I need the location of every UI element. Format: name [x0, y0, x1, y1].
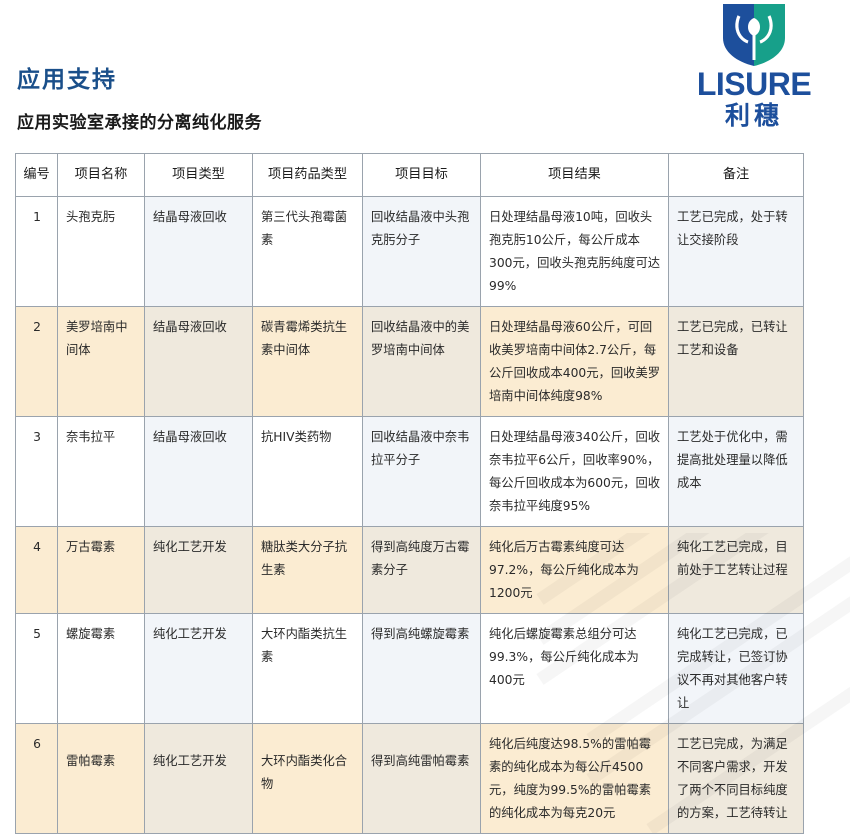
- services-table-container: 编号 项目名称 项目类型 项目药品类型 项目目标 项目结果 备注 1 头孢克肟 …: [15, 152, 804, 834]
- cell-index: 1: [15, 196, 58, 308]
- cell-name: 美罗培南中间体: [57, 306, 145, 418]
- cell-remark: 纯化工艺已完成，目前处于工艺转让过程: [668, 526, 804, 615]
- cell-type: 结晶母液回收: [144, 196, 253, 308]
- brand-chinese-name: 利穗: [724, 101, 783, 130]
- cell-goal: 得到高纯度万古霉素分子: [362, 526, 481, 615]
- cell-goal: 回收结晶液中的美罗培南中间体: [362, 306, 481, 418]
- page-title: 应用支持: [17, 66, 117, 93]
- cell-name: 螺旋霉素: [57, 613, 145, 725]
- cell-index: 4: [15, 526, 58, 615]
- cell-remark: 工艺处于优化中，需提高批处理量以降低成本: [668, 416, 804, 528]
- cell-goal: 回收结晶液中头孢克肟分子: [362, 196, 481, 308]
- cell-remark: 纯化工艺已完成，已完成转让，已签订协议不再对其他客户转让: [668, 613, 804, 725]
- column-header-name: 项目名称: [57, 152, 145, 198]
- cell-result: 纯化后纯度达98.5%的雷帕霉素的纯化成本为每公斤4500元，纯度为99.5%的…: [480, 723, 669, 834]
- column-header-type: 项目类型: [144, 152, 253, 198]
- cell-result: 纯化后螺旋霉素总组分可达99.3%，每公斤纯化成本为400元: [480, 613, 669, 725]
- cell-result: 日处理结晶母液60公斤，可回收美罗培南中间体2.7公斤，每公斤回收成本400元，…: [480, 306, 669, 418]
- column-header-drug-type: 项目药品类型: [252, 152, 363, 198]
- cell-type: 结晶母液回收: [144, 416, 253, 528]
- brand-wordmark: LISURE: [696, 66, 812, 102]
- column-header-index: 编号: [15, 152, 58, 198]
- page-subtitle: 应用实验室承接的分离纯化服务: [17, 113, 262, 133]
- cell-name: 万古霉素: [57, 526, 145, 615]
- cell-drug-type: 糖肽类大分子抗生素: [252, 526, 363, 615]
- cell-type: 结晶母液回收: [144, 306, 253, 418]
- cell-index: 5: [15, 613, 58, 725]
- cell-type: 纯化工艺开发: [144, 526, 253, 615]
- cell-result: 日处理结晶母液340公斤，回收奈韦拉平6公斤，回收率90%，每公斤回收成本为60…: [480, 416, 669, 528]
- column-header-remark: 备注: [668, 152, 804, 198]
- cell-goal: 得到高纯螺旋霉素: [362, 613, 481, 725]
- cell-drug-type: 大环内酯类抗生素: [252, 613, 363, 725]
- column-header-result: 项目结果: [480, 152, 669, 198]
- table-row: 3 奈韦拉平 结晶母液回收 抗HIV类药物 回收结晶液中奈韦拉平分子 日处理结晶…: [15, 416, 804, 528]
- shield-wheat-logo-icon: [723, 4, 785, 66]
- cell-drug-type: 碳青霉烯类抗生素中间体: [252, 306, 363, 418]
- table-row: 5 螺旋霉素 纯化工艺开发 大环内酯类抗生素 得到高纯螺旋霉素 纯化后螺旋霉素总…: [15, 613, 804, 725]
- cell-index: 6: [15, 723, 58, 834]
- cell-remark: 工艺已完成，处于转让交接阶段: [668, 196, 804, 308]
- cell-index: 3: [15, 416, 58, 528]
- cell-name: 奈韦拉平: [57, 416, 145, 528]
- table-row: 6 雷帕霉素 纯化工艺开发 大环内酯类化合物 得到高纯雷帕霉素 纯化后纯度达98…: [15, 723, 804, 834]
- cell-remark: 工艺已完成，为满足不同客户需求，开发了两个不同目标纯度的方案，工艺待转让: [668, 723, 804, 834]
- table-row: 4 万古霉素 纯化工艺开发 糖肽类大分子抗生素 得到高纯度万古霉素分子 纯化后万…: [15, 526, 804, 615]
- cell-result: 纯化后万古霉素纯度可达97.2%，每公斤纯化成本为1200元: [480, 526, 669, 615]
- cell-goal: 得到高纯雷帕霉素: [362, 723, 481, 834]
- cell-type: 纯化工艺开发: [144, 723, 253, 834]
- brand-logo: LISURE 利穗: [684, 4, 824, 130]
- cell-index: 2: [15, 306, 58, 418]
- table-header-row: 编号 项目名称 项目类型 项目药品类型 项目目标 项目结果 备注: [15, 152, 804, 198]
- services-table: 编号 项目名称 项目类型 项目药品类型 项目目标 项目结果 备注 1 头孢克肟 …: [15, 152, 804, 834]
- cell-drug-type: 抗HIV类药物: [252, 416, 363, 528]
- cell-type: 纯化工艺开发: [144, 613, 253, 725]
- cell-drug-type: 大环内酯类化合物: [252, 723, 363, 834]
- cell-result: 日处理结晶母液10吨，回收头孢克肟10公斤，每公斤成本300元，回收头孢克肟纯度…: [480, 196, 669, 308]
- cell-remark: 工艺已完成，已转让工艺和设备: [668, 306, 804, 418]
- cell-drug-type: 第三代头孢霉菌素: [252, 196, 363, 308]
- column-header-goal: 项目目标: [362, 152, 481, 198]
- table-row: 2 美罗培南中间体 结晶母液回收 碳青霉烯类抗生素中间体 回收结晶液中的美罗培南…: [15, 306, 804, 418]
- cell-name: 头孢克肟: [57, 196, 145, 308]
- table-row: 1 头孢克肟 结晶母液回收 第三代头孢霉菌素 回收结晶液中头孢克肟分子 日处理结…: [15, 196, 804, 308]
- cell-goal: 回收结晶液中奈韦拉平分子: [362, 416, 481, 528]
- cell-name: 雷帕霉素: [57, 723, 145, 834]
